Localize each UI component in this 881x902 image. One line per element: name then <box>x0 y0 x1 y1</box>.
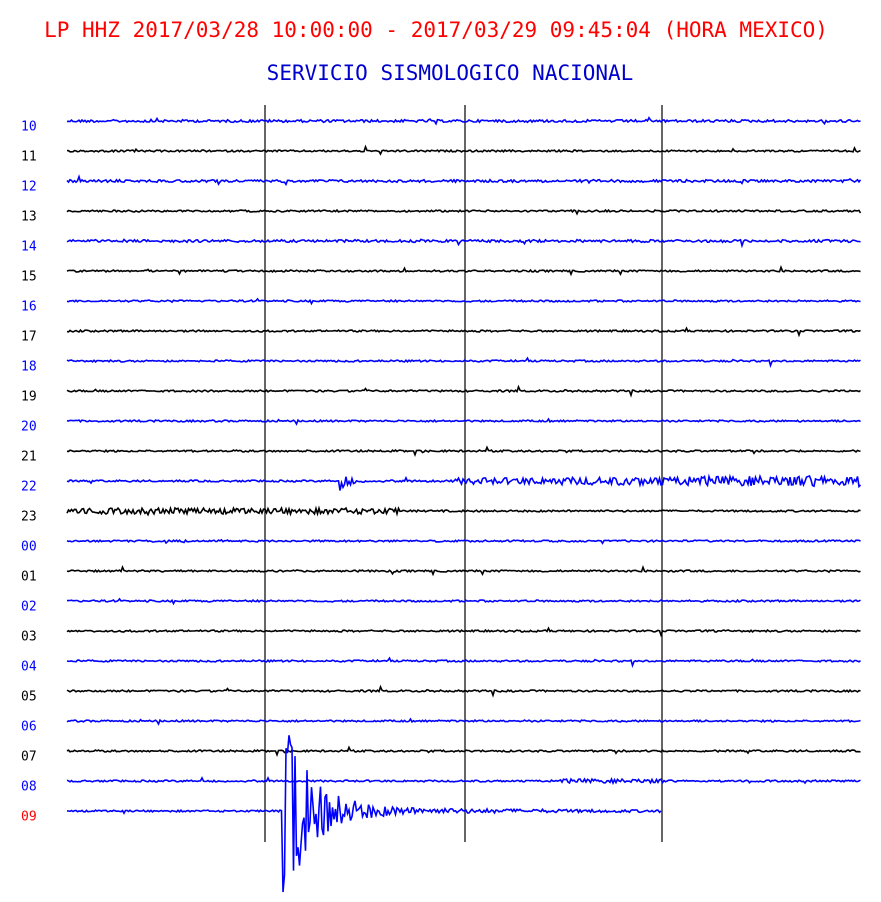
trace <box>66 626 861 638</box>
trace <box>66 264 861 277</box>
title: LP HHZ 2017/03/28 10:00:00 - 2017/03/29 … <box>44 18 828 42</box>
trace <box>66 473 862 491</box>
hour-label: 06 <box>21 720 37 735</box>
hour-label: 15 <box>21 270 37 285</box>
trace <box>66 174 862 187</box>
subtitle: SERVICIO SISMOLOGICO NACIONAL <box>267 61 634 85</box>
trace <box>66 775 861 786</box>
trace <box>66 417 861 426</box>
hour-label: 23 <box>21 510 37 525</box>
hour-label: 03 <box>21 630 37 645</box>
hour-label: 10 <box>21 120 37 135</box>
trace <box>66 745 861 757</box>
hour-label: 22 <box>21 480 37 495</box>
trace <box>66 564 861 577</box>
hour-label: 11 <box>21 150 37 165</box>
trace <box>66 684 861 698</box>
hour-label: 16 <box>21 300 37 315</box>
trace <box>66 144 861 156</box>
trace <box>66 116 861 126</box>
trace <box>66 326 861 338</box>
hour-label: 09 <box>21 810 37 825</box>
hour-label: 14 <box>21 240 37 255</box>
trace <box>66 384 861 398</box>
trace <box>66 356 861 369</box>
trace <box>66 717 861 726</box>
hour-label: 21 <box>21 450 37 465</box>
trace <box>66 538 861 545</box>
trace <box>66 505 861 517</box>
hour-label: 13 <box>21 210 37 225</box>
hour-label: 00 <box>21 540 37 555</box>
hour-label: 19 <box>21 390 37 405</box>
hour-label: 07 <box>21 750 37 765</box>
traces <box>66 116 862 893</box>
hour-label: 05 <box>21 690 37 705</box>
trace <box>66 238 861 249</box>
trace <box>66 445 861 457</box>
trace <box>66 656 861 669</box>
hour-label: 08 <box>21 780 37 795</box>
hour-label: 02 <box>21 600 37 615</box>
hour-label: 04 <box>21 660 37 675</box>
hour-label: 12 <box>21 180 37 195</box>
hour-label: 18 <box>21 360 37 375</box>
trace <box>66 208 862 216</box>
hour-label: 01 <box>21 570 37 585</box>
trace <box>67 597 861 606</box>
hour-label: 20 <box>21 420 37 435</box>
trace <box>66 735 662 893</box>
trace <box>66 297 861 306</box>
hour-label: 17 <box>21 330 37 345</box>
